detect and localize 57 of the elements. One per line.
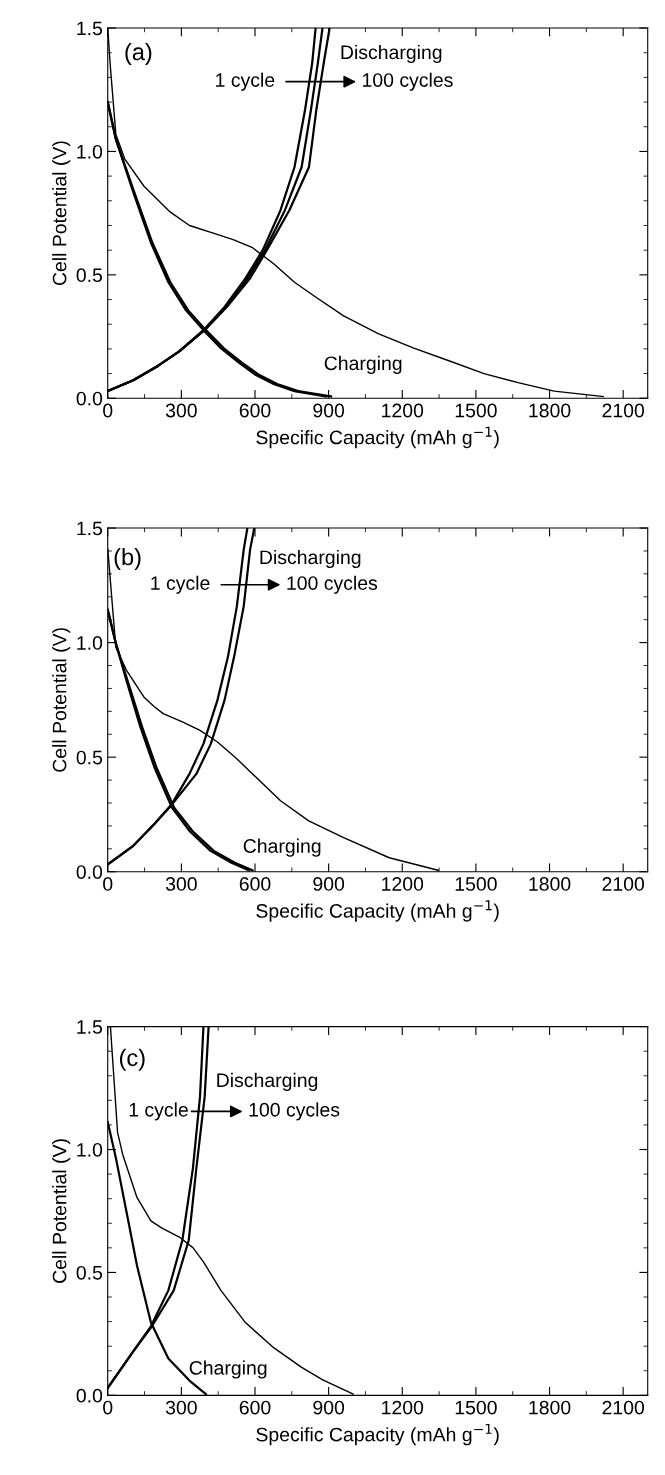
y-tick-label: 0.5 bbox=[76, 268, 103, 283]
annotation: (c) bbox=[119, 1048, 145, 1071]
x-tick-label: 900 bbox=[313, 403, 345, 418]
y-tick-label: 1.5 bbox=[77, 1020, 103, 1034]
y-tick-label: 1.5 bbox=[77, 21, 103, 36]
annotation: Charging bbox=[243, 838, 321, 857]
x-axis-title: Specific Capacity (mAh g$^{−1}$) bbox=[256, 1423, 499, 1446]
annotation: 100 cycles bbox=[287, 575, 378, 594]
x-axis-title: Specific Capacity (mAh g$^{−1}$) bbox=[256, 900, 499, 922]
annotation: 1 cycle bbox=[216, 72, 275, 91]
x-tick-label: 2100 bbox=[602, 1400, 645, 1415]
x-tick-label: 2100 bbox=[602, 877, 645, 891]
x-tick-label: 1800 bbox=[529, 403, 571, 418]
x-tick-label: 300 bbox=[165, 1400, 197, 1415]
x-tick-label: 600 bbox=[239, 403, 271, 418]
y-tick-label: 1.0 bbox=[77, 636, 103, 650]
x-tick-label: 2100 bbox=[602, 403, 645, 418]
y-tick-label: 0.5 bbox=[76, 1265, 103, 1280]
annotation: 100 cycles bbox=[363, 72, 453, 91]
y-axis-title: Cell Potential (V) bbox=[52, 628, 71, 772]
y-tick-label: 1.5 bbox=[77, 521, 103, 536]
x-axis-title: Specific Capacity (mAh g$^{−1}$) bbox=[256, 426, 499, 449]
y-tick-label: 1.0 bbox=[77, 144, 103, 159]
y-tick-label: 1.0 bbox=[77, 1142, 103, 1157]
annotation: Charging bbox=[324, 355, 402, 374]
x-tick-label: 0 bbox=[103, 877, 113, 891]
x-tick-label: 1800 bbox=[529, 877, 571, 891]
x-tick-label: 900 bbox=[313, 877, 345, 891]
annotation: 100 cycles bbox=[249, 1102, 340, 1121]
annotation: Charging bbox=[189, 1360, 267, 1379]
x-tick-label: 300 bbox=[165, 403, 197, 418]
y-axis-title: Cell Potential (V) bbox=[52, 141, 71, 286]
x-tick-label: 0 bbox=[103, 1400, 113, 1415]
x-tick-label: 0 bbox=[103, 403, 113, 418]
annotation: Discharging bbox=[260, 549, 361, 569]
x-tick-label: 600 bbox=[239, 877, 271, 891]
annotation: Discharging bbox=[341, 44, 442, 63]
annotation: 1 cycle bbox=[129, 1102, 188, 1121]
x-tick-label: 1500 bbox=[455, 877, 497, 891]
y-axis-title: Cell Potential (V) bbox=[52, 1139, 71, 1283]
y-tick-label: 0.0 bbox=[76, 391, 103, 406]
annotation: (a) bbox=[125, 42, 152, 65]
x-tick-label: 1800 bbox=[529, 1400, 571, 1415]
annotation: (b) bbox=[114, 547, 141, 570]
x-tick-label: 1200 bbox=[382, 877, 424, 891]
y-tick-label: 0.0 bbox=[76, 1388, 103, 1403]
annotation: Discharging bbox=[217, 1072, 318, 1091]
x-tick-label: 900 bbox=[313, 1400, 345, 1415]
x-tick-label: 600 bbox=[239, 1400, 271, 1415]
x-tick-label: 1200 bbox=[382, 403, 424, 418]
x-tick-label: 1500 bbox=[455, 403, 497, 418]
x-tick-label: 1500 bbox=[455, 1400, 497, 1415]
annotation: 1 cycle bbox=[151, 575, 210, 594]
x-tick-label: 1200 bbox=[382, 1400, 424, 1415]
y-tick-label: 0.0 bbox=[76, 865, 103, 879]
y-tick-label: 0.5 bbox=[76, 750, 103, 765]
x-tick-label: 300 bbox=[165, 877, 197, 891]
